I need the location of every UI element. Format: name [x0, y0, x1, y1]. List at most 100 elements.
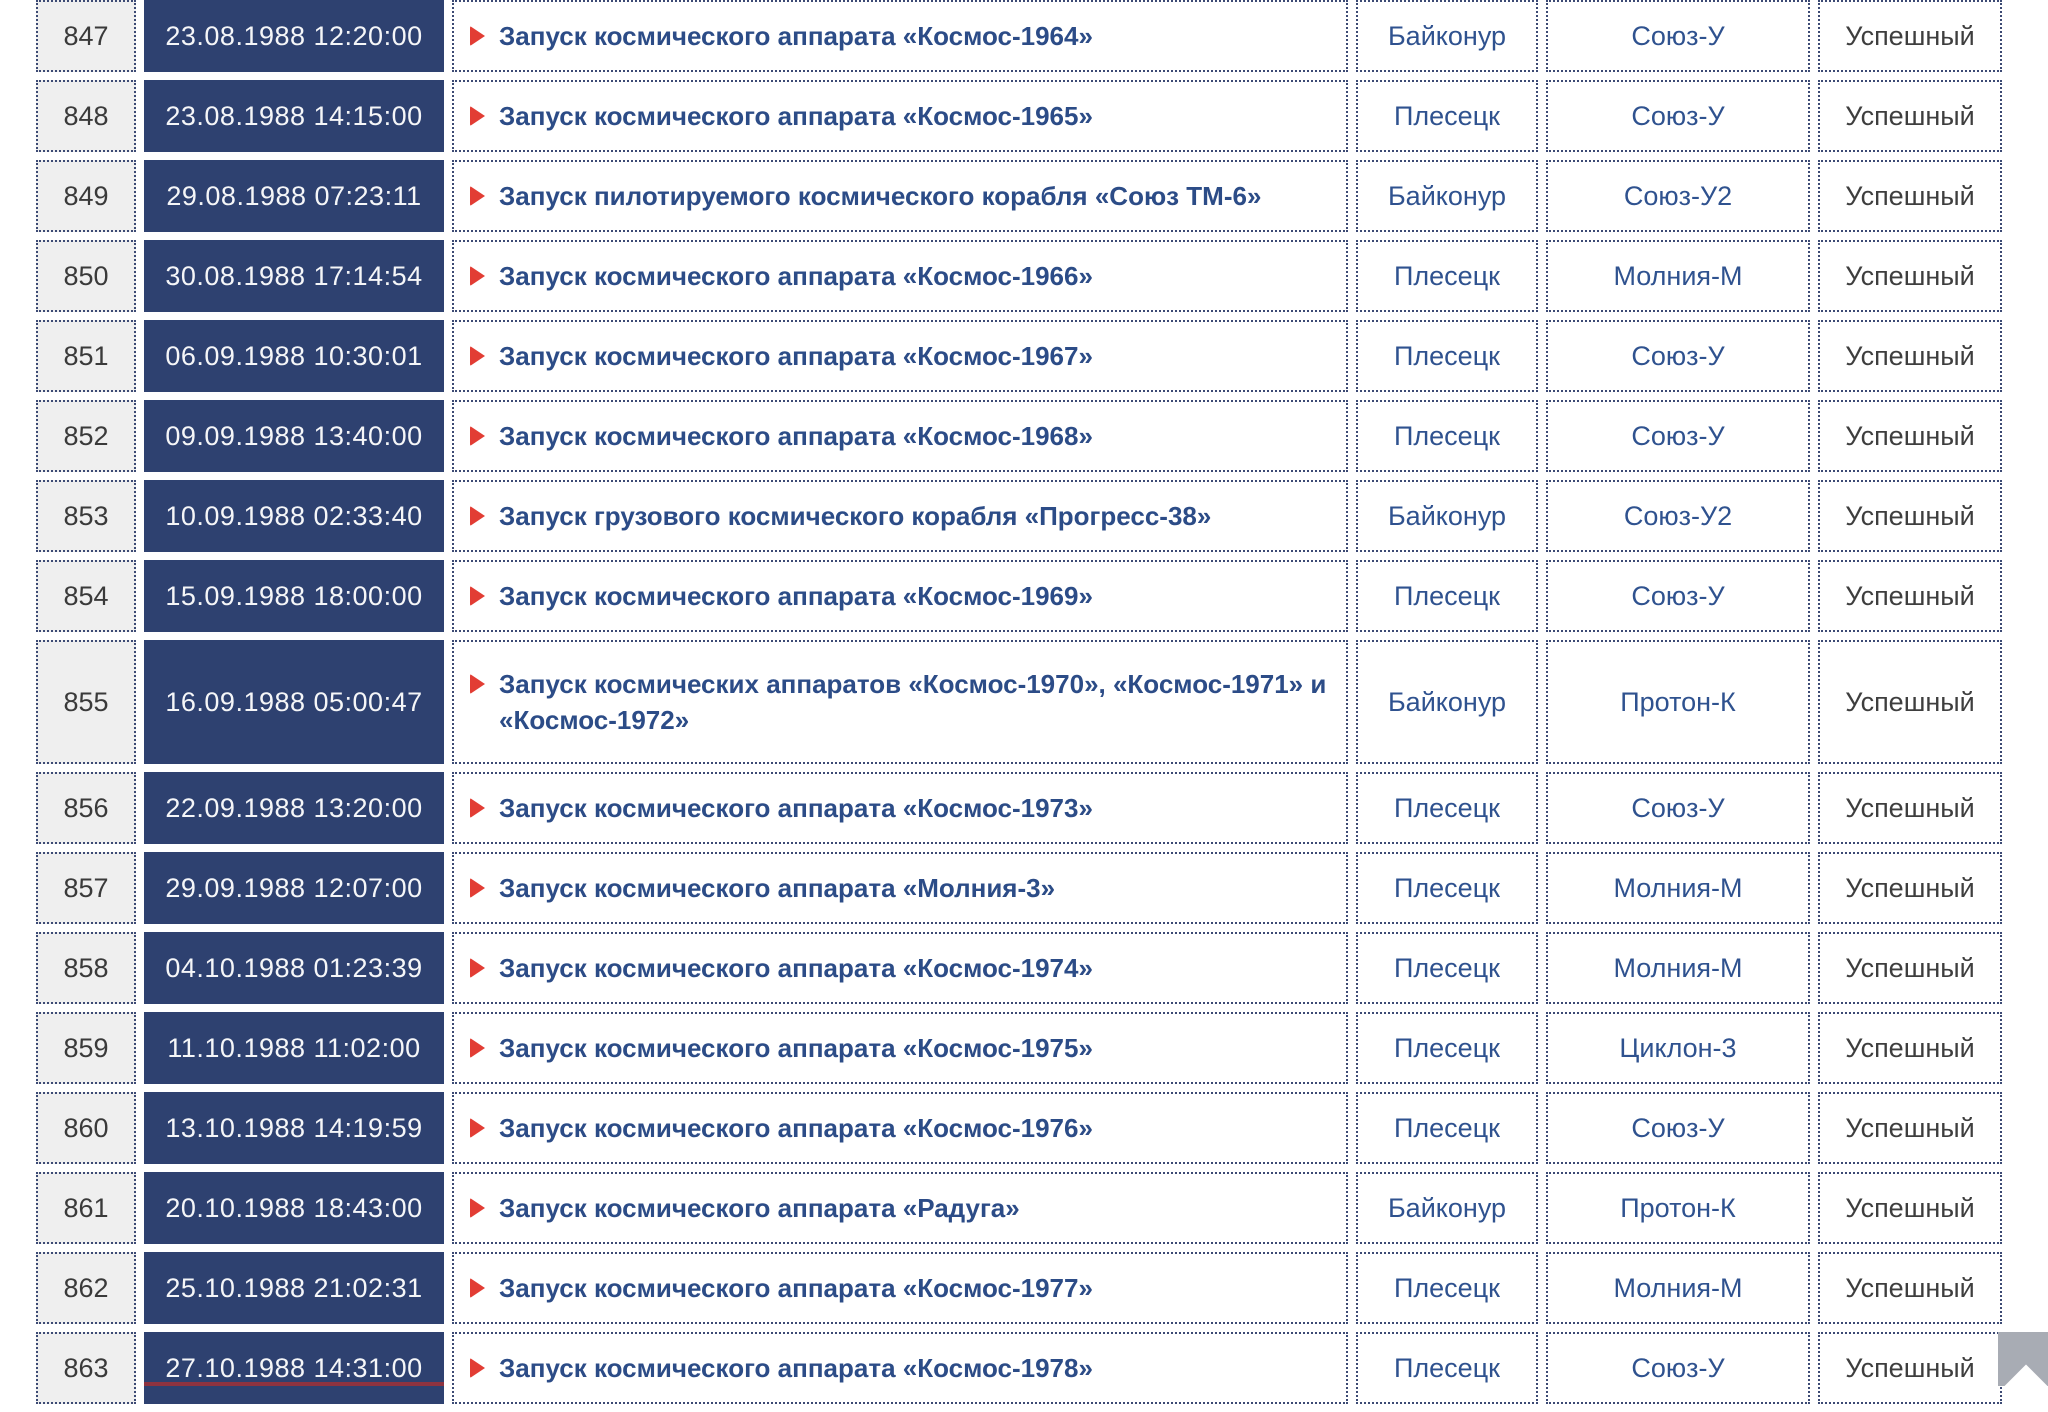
launch-description-link[interactable]: Запуск грузового космического корабля «П…	[468, 498, 1211, 534]
table-row: 863 27.10.1988 14:31:00 Запуск космическ…	[36, 1332, 2012, 1404]
row-number-cell: 857	[36, 852, 136, 924]
launch-description-link[interactable]: Запуск космического аппарата «Молния-3»	[468, 870, 1055, 906]
launch-description-link[interactable]: Запуск космического аппарата «Космос-197…	[468, 950, 1093, 986]
launch-description-link[interactable]: Запуск космического аппарата «Космос-196…	[468, 258, 1093, 294]
launch-description-cell: Запуск космического аппарата «Космос-197…	[452, 1092, 1348, 1164]
launch-description-cell: Запуск космических аппаратов «Космос-197…	[452, 640, 1348, 764]
row-number-cell: 859	[36, 1012, 136, 1084]
rocket-link[interactable]: Протон-К	[1546, 1172, 1810, 1244]
launch-description-cell: Запуск космического аппарата «Космос-196…	[452, 240, 1348, 312]
launch-description-link[interactable]: Запуск космического аппарата «Космос-197…	[468, 1350, 1093, 1386]
launch-site-link[interactable]: Байконур	[1356, 1172, 1538, 1244]
rocket-link[interactable]: Союз-У2	[1546, 160, 1810, 232]
launch-site-link[interactable]: Байконур	[1356, 640, 1538, 764]
launch-description-cell: Запуск космического аппарата «Космос-197…	[452, 1012, 1348, 1084]
launch-description-link[interactable]: Запуск пилотируемого космического корабл…	[468, 178, 1261, 214]
launch-description-link[interactable]: Запуск космического аппарата «Радуга»	[468, 1190, 1020, 1226]
launch-site-link[interactable]: Плесецк	[1356, 400, 1538, 472]
red-triangle-bullet-icon	[470, 674, 485, 694]
rocket-link[interactable]: Союз-У	[1546, 80, 1810, 152]
launch-datetime-cell: 25.10.1988 21:02:31	[144, 1252, 444, 1324]
launch-description-text: Запуск космических аппаратов «Космос-197…	[499, 666, 1328, 738]
rocket-link[interactable]: Союз-У	[1546, 0, 1810, 72]
row-number-cell: 863	[36, 1332, 136, 1404]
rocket-link[interactable]: Союз-У2	[1546, 480, 1810, 552]
launch-site-link[interactable]: Байконур	[1356, 0, 1538, 72]
launch-description-text: Запуск грузового космического корабля «П…	[499, 498, 1211, 534]
scroll-to-top-button[interactable]	[1998, 1332, 2048, 1386]
launch-description-link[interactable]: Запуск космических аппаратов «Космос-197…	[468, 666, 1328, 738]
launch-site-link[interactable]: Плесецк	[1356, 240, 1538, 312]
launch-description-cell: Запуск космического аппарата «Космос-197…	[452, 1332, 1348, 1404]
launch-description-link[interactable]: Запуск космического аппарата «Космос-197…	[468, 1270, 1093, 1306]
launch-datetime-cell: 13.10.1988 14:19:59	[144, 1092, 444, 1164]
launch-site-link[interactable]: Плесецк	[1356, 80, 1538, 152]
launch-datetime-cell: 20.10.1988 18:43:00	[144, 1172, 444, 1244]
launch-datetime-cell: 16.09.1988 05:00:47	[144, 640, 444, 764]
rocket-link[interactable]: Молния-М	[1546, 932, 1810, 1004]
launch-description-text: Запуск космического аппарата «Молния-3»	[499, 870, 1055, 906]
status-cell: Успешный	[1818, 1012, 2002, 1084]
launch-description-link[interactable]: Запуск космического аппарата «Космос-196…	[468, 98, 1093, 134]
rocket-link[interactable]: Молния-М	[1546, 240, 1810, 312]
launch-description-link[interactable]: Запуск космического аппарата «Космос-196…	[468, 338, 1093, 374]
red-triangle-bullet-icon	[470, 266, 485, 286]
status-cell: Успешный	[1818, 80, 2002, 152]
red-triangle-bullet-icon	[470, 506, 485, 526]
rocket-link[interactable]: Союз-У	[1546, 400, 1810, 472]
table-row: 858 04.10.1988 01:23:39 Запуск космическ…	[36, 932, 2012, 1004]
table-row: 861 20.10.1988 18:43:00 Запуск космическ…	[36, 1172, 2012, 1244]
launch-description-cell: Запуск космического аппарата «Космос-196…	[452, 400, 1348, 472]
launch-site-link[interactable]: Плесецк	[1356, 772, 1538, 844]
launch-site-link[interactable]: Плесецк	[1356, 852, 1538, 924]
launch-datetime-cell: 22.09.1988 13:20:00	[144, 772, 444, 844]
status-cell: Успешный	[1818, 932, 2002, 1004]
launch-description-cell: Запуск космического аппарата «Космос-196…	[452, 560, 1348, 632]
rocket-link[interactable]: Союз-У	[1546, 560, 1810, 632]
launch-site-link[interactable]: Байконур	[1356, 480, 1538, 552]
row-number-cell: 861	[36, 1172, 136, 1244]
launch-datetime-cell: 11.10.1988 11:02:00	[144, 1012, 444, 1084]
rocket-link[interactable]: Союз-У	[1546, 1332, 1810, 1404]
status-cell: Успешный	[1818, 400, 2002, 472]
launch-description-link[interactable]: Запуск космического аппарата «Космос-196…	[468, 418, 1093, 454]
launch-site-link[interactable]: Плесецк	[1356, 560, 1538, 632]
rocket-link[interactable]: Молния-М	[1546, 852, 1810, 924]
red-triangle-bullet-icon	[470, 1358, 485, 1378]
table-row: 856 22.09.1988 13:20:00 Запуск космическ…	[36, 772, 2012, 844]
launch-datetime-cell: 29.09.1988 12:07:00	[144, 852, 444, 924]
launch-description-link[interactable]: Запуск космического аппарата «Космос-197…	[468, 1030, 1093, 1066]
rocket-link[interactable]: Союз-У	[1546, 1092, 1810, 1164]
rocket-link[interactable]: Протон-К	[1546, 640, 1810, 764]
red-triangle-bullet-icon	[470, 958, 485, 978]
launch-site-link[interactable]: Плесецк	[1356, 932, 1538, 1004]
launch-description-text: Запуск космического аппарата «Радуга»	[499, 1190, 1020, 1226]
red-triangle-bullet-icon	[470, 26, 485, 46]
launch-site-link[interactable]: Плесецк	[1356, 1012, 1538, 1084]
row-number-cell: 858	[36, 932, 136, 1004]
launch-site-link[interactable]: Плесецк	[1356, 1332, 1538, 1404]
launch-description-link[interactable]: Запуск космического аппарата «Космос-197…	[468, 1110, 1093, 1146]
launch-description-link[interactable]: Запуск космического аппарата «Космос-196…	[468, 18, 1093, 54]
launch-description-text: Запуск космического аппарата «Космос-197…	[499, 950, 1093, 986]
red-triangle-bullet-icon	[470, 586, 485, 606]
launch-datetime-cell: 15.09.1988 18:00:00	[144, 560, 444, 632]
red-triangle-bullet-icon	[470, 1278, 485, 1298]
launch-description-text: Запуск космического аппарата «Космос-196…	[499, 258, 1093, 294]
rocket-link[interactable]: Циклон-3	[1546, 1012, 1810, 1084]
rocket-link[interactable]: Союз-У	[1546, 320, 1810, 392]
rocket-link[interactable]: Молния-М	[1546, 1252, 1810, 1324]
launch-description-link[interactable]: Запуск космического аппарата «Космос-196…	[468, 578, 1093, 614]
launch-description-link[interactable]: Запуск космического аппарата «Космос-197…	[468, 790, 1093, 826]
launch-site-link[interactable]: Байконур	[1356, 160, 1538, 232]
launch-site-link[interactable]: Плесецк	[1356, 1252, 1538, 1324]
red-triangle-bullet-icon	[470, 106, 485, 126]
row-number-cell: 860	[36, 1092, 136, 1164]
launch-site-link[interactable]: Плесецк	[1356, 320, 1538, 392]
table-row: 849 29.08.1988 07:23:11 Запуск пилотируе…	[36, 160, 2012, 232]
launch-description-cell: Запуск грузового космического корабля «П…	[452, 480, 1348, 552]
rocket-link[interactable]: Союз-У	[1546, 772, 1810, 844]
chevron-up-icon	[2001, 1365, 2048, 1386]
launch-site-link[interactable]: Плесецк	[1356, 1092, 1538, 1164]
